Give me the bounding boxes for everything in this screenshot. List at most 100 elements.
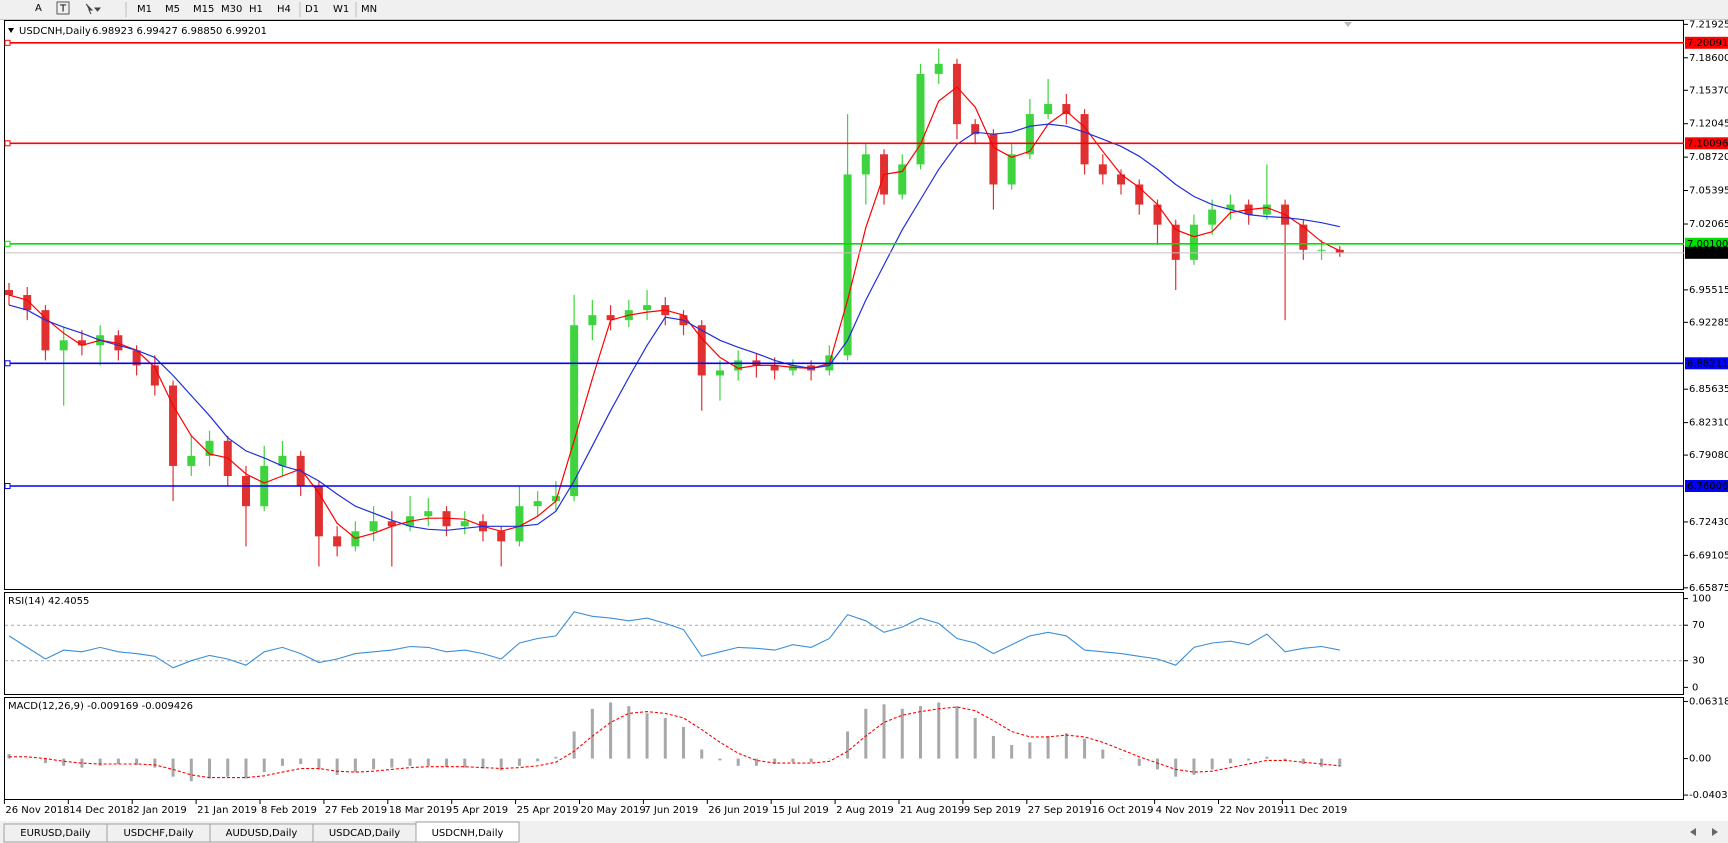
candle-body [150,365,159,386]
candle-body [1044,104,1053,115]
candle-body [187,455,196,466]
macd-bar [1320,758,1324,767]
y-tick-label: 7.18600 [1689,53,1728,64]
level-tag-label: 6.88211 [1687,358,1728,369]
candle-body [606,315,615,321]
macd-bar [390,758,394,768]
macd-bar [609,702,613,759]
macd-bar [1028,742,1032,759]
candle-body [1317,249,1326,251]
macd-bar [1137,758,1141,766]
tab-label[interactable]: AUDUSD,Daily [226,828,298,839]
macd-bar [408,758,412,766]
macd-bar [991,735,995,759]
timeframe-button[interactable]: M1 [137,4,152,15]
candle-body [497,531,506,542]
y-tick-label: 6.95515 [1689,285,1728,296]
timeframe-button[interactable]: W1 [333,4,349,15]
rsi-tick-label: 0 [1692,682,1698,693]
text-tool-glyph: T [59,4,67,15]
y-tick-label: 7.21925 [1689,19,1728,30]
level-anchor [4,360,11,367]
y-tick-label: 6.79080 [1689,450,1728,461]
tab[interactable] [415,821,520,843]
font-button[interactable]: A [35,3,42,14]
macd-bar [900,708,904,759]
tab-scroll[interactable] [1690,828,1718,836]
timeframe-button[interactable]: H1 [249,4,263,15]
macd-bar [43,758,47,764]
timeframe-button[interactable]: M15 [193,4,214,15]
macd-bar [1010,745,1014,759]
candle-body [1098,164,1107,175]
macd-bar [773,758,777,765]
macd-bar [445,758,449,767]
x-tick-label: 16 Oct 2019 [1092,805,1154,816]
macd-bar [554,756,558,759]
tab-label[interactable]: USDCNH,Daily [432,828,504,839]
candle-body [387,521,396,527]
macd-bar [718,758,722,761]
timeframe-button[interactable]: D1 [305,4,319,15]
candle-body [278,455,287,466]
candle-body [1025,114,1034,155]
macd-bar [1046,735,1050,759]
text-tool[interactable] [56,1,70,15]
macd-bar [135,758,139,765]
candle-body [1299,224,1308,250]
macd-bar [189,758,193,782]
level-tag [1685,137,1728,150]
candle-body [314,486,323,537]
x-tick-label: 21 Jan 2019 [197,805,257,816]
arrow-tool[interactable] [85,3,102,15]
candle-body [570,325,579,497]
macd-bar [1192,758,1196,775]
tab-label[interactable]: EURUSD,Daily [20,828,91,839]
macd-bar [1265,756,1269,759]
macd-bar [827,758,831,760]
timeframe-button[interactable]: M30 [221,4,242,15]
macd-bar [736,758,740,766]
x-tick-label: 2 Aug 2019 [836,805,894,816]
candle-body [333,536,342,547]
toolbar [0,0,1728,20]
macd-bar [1174,758,1178,777]
rsi-panel [4,592,1684,695]
current-price-label: 6.99201 [1687,248,1728,259]
macd-bar [353,758,357,773]
y-tick-label: 7.15370 [1689,85,1728,96]
macd-bar [1283,758,1287,761]
level-anchor [4,39,11,46]
macd-bar [226,758,230,777]
candle-body [205,440,214,456]
macd-bar [1155,758,1159,770]
y-tick-label: 6.85635 [1689,384,1728,395]
tab-label[interactable]: USDCHF,Daily [123,828,193,839]
candle-body [5,290,13,296]
macd-bar [80,758,84,768]
rsi-tick-label: 70 [1692,620,1705,631]
timeframe-button[interactable]: MN [361,4,377,15]
level-anchor [4,240,11,247]
candle-body [916,73,925,165]
candle-body [169,385,178,466]
tab-label[interactable]: USDCAD,Daily [329,828,400,839]
candle-body [59,340,68,351]
macd-bar [663,717,667,759]
macd-bar [116,758,120,765]
chart-bg [4,21,1728,799]
macd-bar [882,704,886,759]
timeframe-button[interactable]: M5 [165,4,180,15]
candle-body [1189,224,1198,260]
macd-label: MACD(12,26,9) -0.009169 -0.009426 [8,701,193,712]
x-tick-label: 26 Nov 2018 [5,805,69,816]
candle-body [971,124,980,135]
chart-menu-arrow[interactable] [8,28,14,33]
macd-bar [426,758,430,766]
macd-bar [536,758,540,762]
timeframe-button[interactable]: H4 [277,4,291,15]
level-tag [1685,237,1728,250]
x-tick-label: 14 Dec 2018 [69,805,133,816]
macd-bar [1083,738,1087,759]
x-tick-label: 4 Nov 2019 [1156,805,1214,816]
